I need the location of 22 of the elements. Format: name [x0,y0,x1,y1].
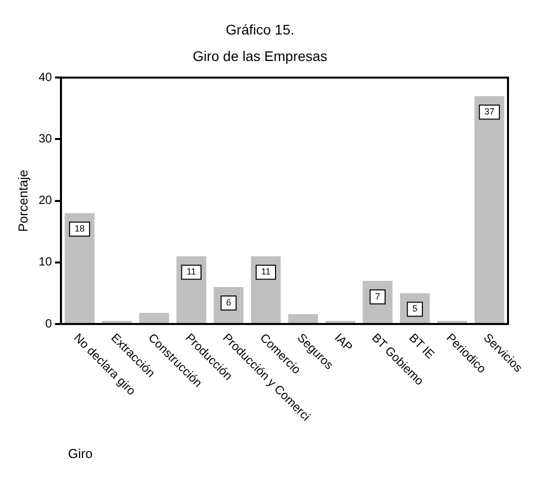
x-axis-title: Giro [68,446,93,461]
bar [139,312,169,323]
y-tick-label: 40 [38,70,52,84]
data-label: 18 [74,224,85,234]
data-label: 7 [375,291,380,302]
y-axis-title: Porcentaje [15,170,30,232]
y-tick-label: 0 [45,316,52,330]
data-label: 5 [412,304,418,314]
x-tick-label: IAP [332,330,356,354]
chart-subtitle: Giro de las Empresas [192,48,328,64]
y-tick-label: 10 [38,254,52,269]
bar [64,213,94,323]
data-label: 37 [484,106,494,117]
y-tick-label: 20 [38,193,52,208]
chart-title: Gráfico 15. [226,21,294,38]
data-label: 11 [186,266,196,277]
data-label: 11 [261,266,271,277]
bar [474,96,504,323]
x-tick-label: BT IE [406,330,438,362]
data-label: 6 [226,298,232,308]
bar [288,314,318,323]
y-tick-label: 30 [38,132,52,146]
